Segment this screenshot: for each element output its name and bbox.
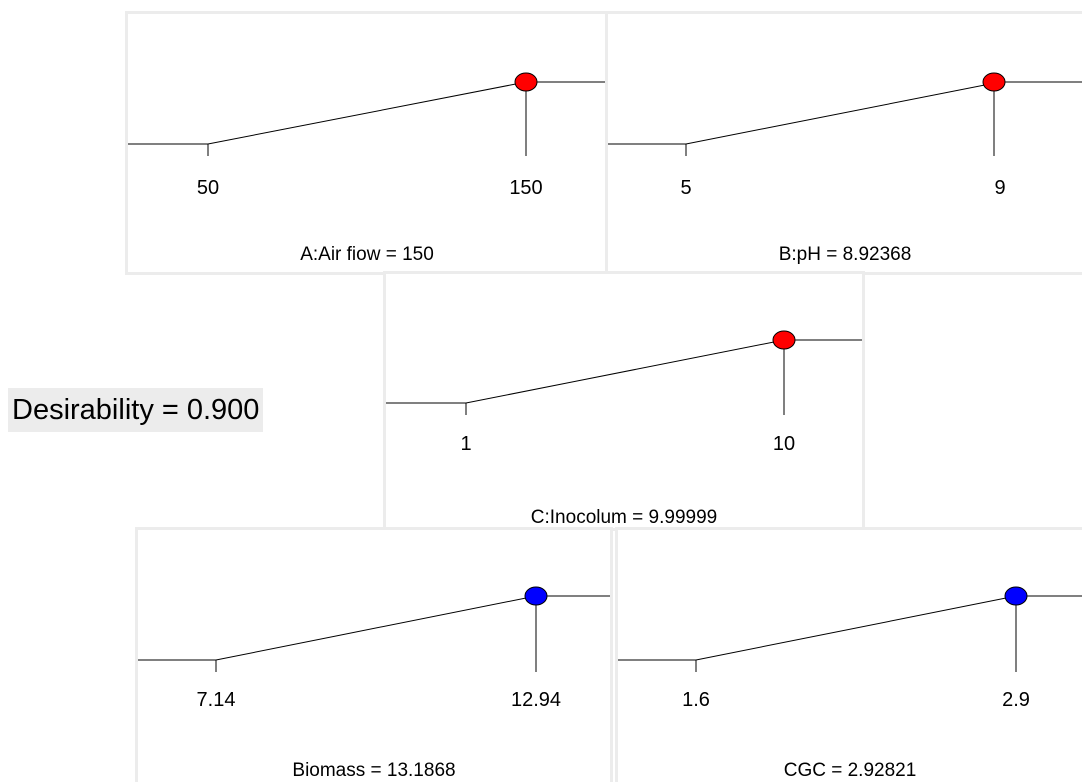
current-value-marker: [772, 330, 796, 350]
ramp-panel-4: 7.14 12.94 Biomass = 13.1868: [138, 530, 610, 782]
ramp-panel-3: 1 10 C:Inocolum = 9.99999: [386, 274, 862, 528]
ramp-panel-2: 5 9 B:pH = 8.92368: [608, 14, 1082, 272]
panel-caption: Biomass = 13.1868: [292, 760, 456, 781]
current-value-marker: [982, 72, 1006, 92]
panel-caption: B:pH = 8.92368: [778, 244, 912, 265]
high-tick-label: 12.94: [511, 689, 561, 711]
current-value-marker: [1004, 586, 1028, 606]
panel-caption: A:Air fiow = 150: [300, 244, 434, 265]
current-value-marker: [514, 72, 538, 92]
current-value-marker: [524, 586, 548, 606]
ramp-chart: 7.14 12.94: [138, 586, 610, 711]
desirability-label: Desirability = 0.900: [8, 388, 264, 432]
low-tick-label: 5: [680, 177, 691, 199]
desirability-ramp-line: [138, 595, 610, 661]
low-tick-label: 1.6: [682, 689, 710, 711]
low-tick-label: 1: [460, 433, 471, 455]
panel-caption: C:Inocolum = 9.99999: [530, 507, 718, 528]
low-tick-label: 50: [197, 177, 219, 199]
high-tick-label: 9: [994, 177, 1005, 199]
low-tick-label: 7.14: [197, 689, 236, 711]
ramp-panel-5: 1.6 2.9 CGC = 2.92821: [618, 530, 1082, 782]
desirability-ramp-line: [128, 81, 606, 145]
desirability-ramp-line: [618, 595, 1082, 661]
high-tick-label: 150: [509, 177, 542, 199]
panel-caption: CGC = 2.92821: [783, 760, 917, 781]
desirability-ramp-line: [608, 81, 1082, 145]
ramp-panel-1: 50 150 A:Air fiow = 150: [128, 14, 606, 272]
ramp-chart: 50 150: [128, 72, 606, 199]
ramp-chart: 1 10: [386, 330, 862, 455]
high-tick-label: 10: [773, 433, 795, 455]
ramp-chart: 1.6 2.9: [618, 586, 1082, 711]
desirability-ramp-line: [386, 339, 862, 404]
high-tick-label: 2.9: [1002, 689, 1030, 711]
